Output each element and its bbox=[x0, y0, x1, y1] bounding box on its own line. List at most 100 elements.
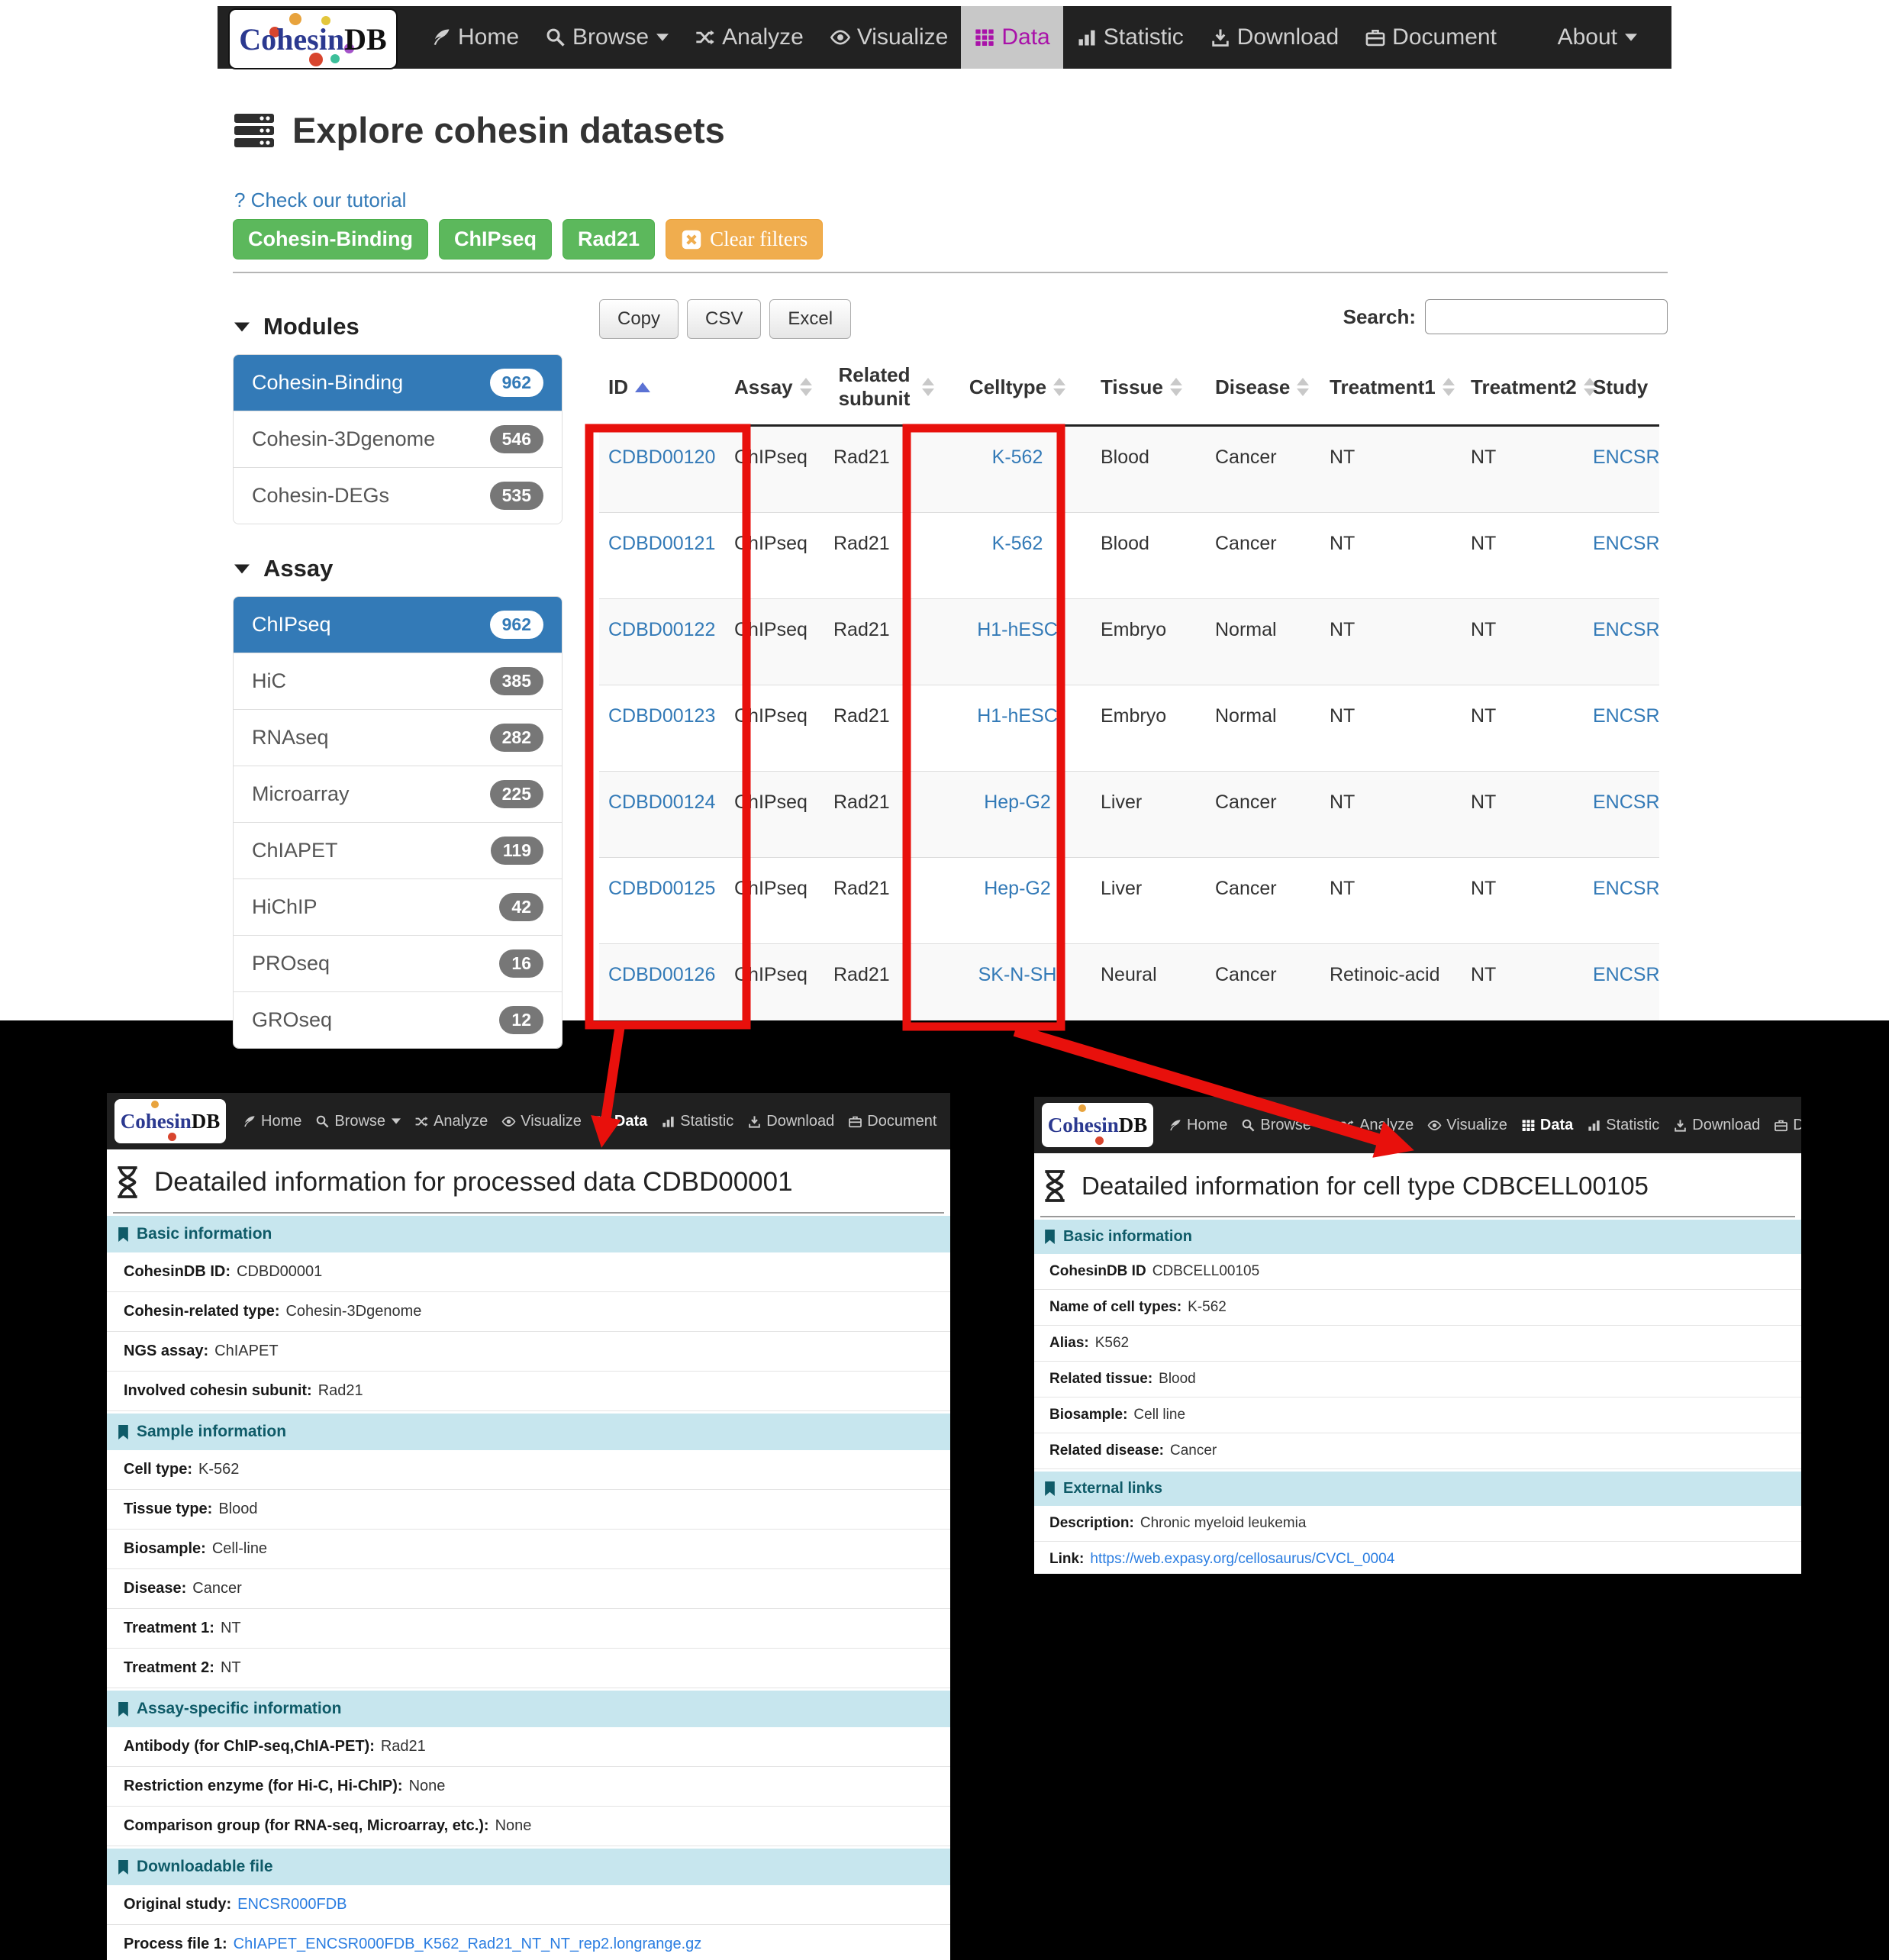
column-header[interactable]: Celltype bbox=[939, 353, 1091, 427]
cell-id-link[interactable]: CDBD00125 bbox=[599, 857, 725, 944]
nav-item[interactable]: Browse bbox=[1234, 1117, 1333, 1134]
cell-celltype-link[interactable]: Hep-G2 bbox=[939, 771, 1091, 858]
table-row: CDBD00125 ChIPseq Rad21 Hep-G2 Liver Can… bbox=[599, 857, 1659, 944]
sidebar-filter-item[interactable]: ChIPseq 962 bbox=[234, 597, 562, 653]
bars-icon bbox=[1587, 1118, 1601, 1133]
nav-item[interactable]: Download bbox=[1197, 6, 1352, 69]
nav-item[interactable]: Home bbox=[235, 1113, 308, 1130]
sidebar-item-label: Cohesin-Binding bbox=[252, 371, 404, 394]
cell-celltype-link[interactable]: Hep-G2 bbox=[939, 857, 1091, 944]
nav-item[interactable]: Analyze bbox=[682, 6, 817, 69]
cell-celltype-link[interactable]: K-562 bbox=[939, 512, 1091, 599]
cell-celltype-link[interactable]: H1-hESC bbox=[939, 685, 1091, 772]
detail-label: Original study: bbox=[124, 1896, 232, 1913]
cohesindb-logo[interactable]: CohesinDB bbox=[1042, 1103, 1153, 1147]
column-header[interactable]: Treatment1 bbox=[1320, 353, 1462, 427]
cell-study-link[interactable]: ENCSR000F bbox=[1584, 771, 1659, 858]
cohesindb-logo[interactable]: CohesinDB bbox=[228, 8, 398, 69]
column-header[interactable]: Tissue bbox=[1091, 353, 1206, 427]
nav-item[interactable]: Browse bbox=[308, 1113, 408, 1130]
nav-item[interactable]: Download bbox=[740, 1113, 841, 1130]
nav-item[interactable]: Document bbox=[1767, 1117, 1801, 1134]
detail-value[interactable]: ENCSR000FDB bbox=[237, 1896, 347, 1913]
nav-item[interactable]: Statistic bbox=[1580, 1117, 1666, 1134]
nav-item[interactable]: Home bbox=[1161, 1117, 1234, 1134]
cell-study-link[interactable]: ENCSR000F bbox=[1584, 685, 1659, 772]
cell-study-link[interactable]: ENCSR000F bbox=[1584, 857, 1659, 944]
sidebar-filter-item[interactable]: Cohesin-DEGs 535 bbox=[234, 467, 562, 524]
sidebar-filter-item[interactable]: Microarray 225 bbox=[234, 766, 562, 822]
nav-item[interactable]: Visualize bbox=[817, 6, 962, 69]
filter-tag-button[interactable]: ChIPseq bbox=[438, 219, 553, 260]
nav-item[interactable]: Home bbox=[417, 6, 532, 69]
nav-item[interactable]: Visualize bbox=[495, 1113, 588, 1130]
column-header[interactable]: Study bbox=[1584, 353, 1659, 427]
sidebar-filter-item[interactable]: Cohesin-Binding 962 bbox=[234, 355, 562, 411]
sidebar-filter-item[interactable]: PROseq 16 bbox=[234, 935, 562, 991]
clear-filters-button[interactable]: Clear filters bbox=[666, 219, 824, 260]
detail-row: Treatment 2: NT bbox=[107, 1649, 950, 1688]
quill-icon bbox=[242, 1114, 256, 1129]
top-navbar: CohesinDB Home Browse Analyze Visualize … bbox=[218, 6, 1671, 69]
tutorial-link[interactable]: ? Check our tutorial bbox=[234, 189, 407, 211]
table-row: CDBD00124 ChIPseq Rad21 Hep-G2 Liver Can… bbox=[599, 771, 1659, 858]
sidebar-filter-item[interactable]: Cohesin-3Dgenome 546 bbox=[234, 411, 562, 467]
nav-item[interactable]: Statistic bbox=[1063, 6, 1197, 69]
filter-tag-button[interactable]: Rad21 bbox=[563, 219, 656, 260]
nav-item[interactable]: Browse bbox=[532, 6, 682, 69]
column-header[interactable]: Related subunit bbox=[824, 353, 939, 427]
nav-item[interactable]: About bbox=[1545, 6, 1650, 69]
detail-row: CohesinDB ID CDBCELL00105 bbox=[1034, 1254, 1801, 1290]
cell-id-link[interactable]: CDBD00122 bbox=[599, 598, 725, 685]
cell-study-link[interactable]: ENCSR000F bbox=[1584, 598, 1659, 685]
cell-id-link[interactable]: CDBD00124 bbox=[599, 771, 725, 858]
cell-id-link[interactable]: CDBD00120 bbox=[599, 425, 725, 513]
nav-item-label: Analyze bbox=[434, 1112, 488, 1130]
sidebar-filter-item[interactable]: HiChIP 42 bbox=[234, 878, 562, 935]
nav-item[interactable]: Data bbox=[1514, 1117, 1580, 1134]
sidebar-filter-item[interactable]: HiC 385 bbox=[234, 653, 562, 709]
cell-id-link[interactable]: CDBD00123 bbox=[599, 685, 725, 772]
detail-value[interactable]: https://web.expasy.org/cellosaurus/CVCL_… bbox=[1090, 1551, 1395, 1567]
cohesindb-logo[interactable]: CohesinDB bbox=[114, 1099, 226, 1143]
nav-item[interactable]: Document bbox=[841, 1113, 943, 1130]
count-badge: 42 bbox=[499, 893, 543, 921]
cell-related-subunit: Rad21 bbox=[824, 425, 939, 513]
cell-id-link[interactable]: CDBD00121 bbox=[599, 512, 725, 599]
nav-item[interactable]: Visualize bbox=[1420, 1117, 1514, 1134]
column-header[interactable]: Assay bbox=[725, 353, 824, 427]
export-button[interactable]: CSV bbox=[687, 299, 762, 339]
cell-study-link[interactable]: ENCSR000F bbox=[1584, 943, 1659, 1020]
cell-study-link[interactable]: ENCSR000F bbox=[1584, 425, 1659, 513]
export-button[interactable]: Excel bbox=[769, 299, 852, 339]
table-toolbar: Copy CSV Excel Search: bbox=[599, 299, 1668, 343]
modules-section-heading[interactable]: Modules bbox=[234, 313, 563, 340]
nav-item-label: Visualize bbox=[856, 24, 949, 50]
column-header[interactable]: ID bbox=[599, 353, 725, 427]
cell-study-link[interactable]: ENCSR000F bbox=[1584, 512, 1659, 599]
nav-item-label: Browse bbox=[1260, 1116, 1312, 1133]
nav-item[interactable]: Data bbox=[961, 6, 1063, 69]
nav-item[interactable]: Document bbox=[1352, 6, 1510, 69]
nav-item[interactable]: Statistic bbox=[654, 1113, 740, 1130]
cell-celltype-link[interactable]: SK-N-SH bbox=[939, 943, 1091, 1020]
assay-section-heading[interactable]: Assay bbox=[234, 555, 563, 582]
nav-item[interactable]: About bbox=[943, 1113, 950, 1130]
nav-item[interactable]: Analyze bbox=[408, 1113, 495, 1130]
sidebar-filter-item[interactable]: ChIAPET 119 bbox=[234, 822, 562, 878]
sidebar-filter-item[interactable]: RNAseq 282 bbox=[234, 709, 562, 766]
export-button[interactable]: Copy bbox=[599, 299, 679, 339]
sidebar-filter-item[interactable]: GROseq 12 bbox=[234, 991, 562, 1048]
nav-item[interactable]: Analyze bbox=[1333, 1117, 1420, 1134]
cell-celltype-link[interactable]: K-562 bbox=[939, 425, 1091, 513]
filter-tag-button[interactable]: Cohesin-Binding bbox=[233, 219, 428, 260]
nav-item[interactable]: Download bbox=[1666, 1117, 1767, 1134]
detail-value[interactable]: ChIAPET_ENCSR000FDB_K562_Rad21_NT_NT_rep… bbox=[233, 1936, 702, 1952]
nav-item[interactable]: Data bbox=[588, 1113, 654, 1130]
logo-decoration-dot bbox=[330, 54, 340, 63]
column-header[interactable]: Treatment2 bbox=[1462, 353, 1596, 427]
cell-id-link[interactable]: CDBD00126 bbox=[599, 943, 725, 1020]
column-header[interactable]: Disease bbox=[1206, 353, 1320, 427]
cell-celltype-link[interactable]: H1-hESC bbox=[939, 598, 1091, 685]
search-input[interactable] bbox=[1425, 299, 1668, 334]
